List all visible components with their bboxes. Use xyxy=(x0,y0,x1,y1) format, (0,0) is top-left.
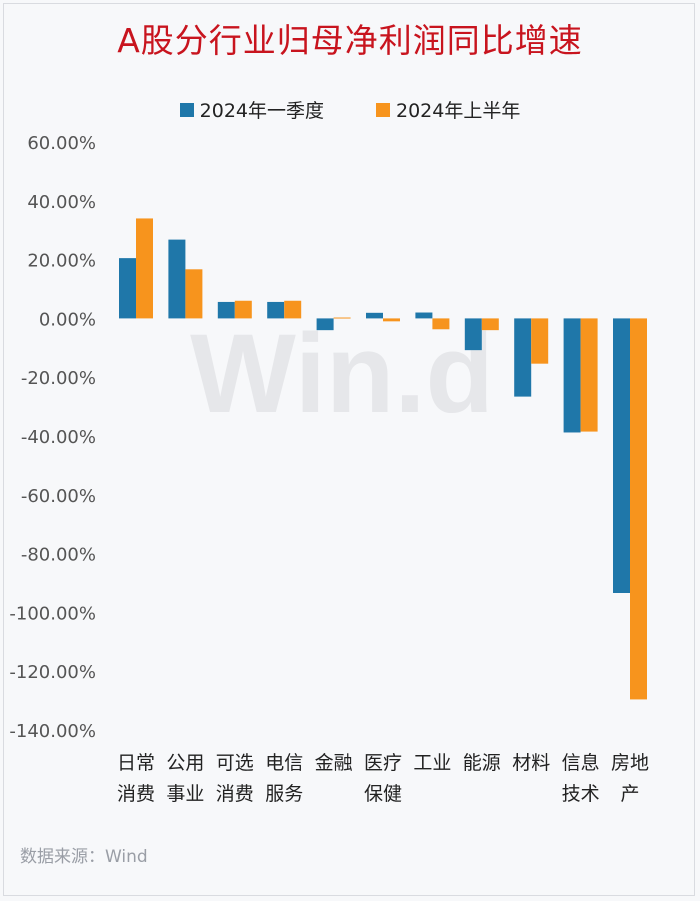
bar-series-2 xyxy=(383,318,400,322)
x-tick-label: 材料 xyxy=(512,752,550,774)
x-tick-label: 可选 xyxy=(216,752,254,774)
bar-series-1 xyxy=(119,258,136,319)
x-tick-label: 产 xyxy=(620,783,639,805)
x-tick-label: 技术 xyxy=(562,783,600,805)
legend-item-series-2: 2024年上半年 xyxy=(376,96,520,123)
y-tick-label: -40.00% xyxy=(21,427,96,448)
bar-series-2 xyxy=(333,317,351,319)
bar-series-2 xyxy=(630,318,647,700)
x-tick-label: 电信 xyxy=(265,752,303,774)
x-tick-label: 工业 xyxy=(413,752,451,774)
chart-title: A股分行业归母净利润同比增速 xyxy=(117,21,583,60)
bar-series-1 xyxy=(563,318,581,433)
bar-series-2 xyxy=(531,318,549,364)
y-tick-label: -80.00% xyxy=(21,545,96,566)
legend-swatch-series-2 xyxy=(376,102,390,117)
x-tick-label: 公用 xyxy=(166,752,204,774)
y-tick-label: 0.00% xyxy=(39,309,96,330)
source-note: 数据来源：Wind xyxy=(20,847,148,867)
bar-series-1 xyxy=(366,312,383,319)
y-tick-label: 20.00% xyxy=(27,251,96,272)
x-tick-label: 消费 xyxy=(117,783,155,805)
bar-series-2 xyxy=(481,318,499,331)
bar-series-1 xyxy=(514,318,532,397)
y-axis: 60.00% 40.00% 20.00% 0.00% -20.00% -40.00% -60… xyxy=(9,133,96,742)
bar-series-2 xyxy=(234,300,252,319)
x-tick-label: 消费 xyxy=(216,783,254,805)
y-tick-label: -100.00% xyxy=(9,603,96,624)
bar-series-1 xyxy=(316,318,334,331)
y-tick-label: -120.00% xyxy=(9,662,96,683)
bar-series-1 xyxy=(217,301,235,319)
legend-label-series-2: 2024年上半年 xyxy=(396,100,521,122)
bar-series-2 xyxy=(136,218,153,319)
bar-series-2 xyxy=(185,269,203,319)
x-tick-label: 日常 xyxy=(117,752,155,774)
x-tick-label: 服务 xyxy=(265,783,303,805)
bar-series-1 xyxy=(267,301,285,319)
x-tick-label: 事业 xyxy=(166,783,204,805)
x-tick-label: 信息 xyxy=(562,752,600,774)
x-tick-label: 保健 xyxy=(364,783,402,805)
bars xyxy=(119,218,647,700)
y-tick-label: 60.00% xyxy=(27,133,96,154)
bar-series-2 xyxy=(432,318,450,330)
legend-label-series-1: 2024年一季度 xyxy=(199,100,324,122)
legend: 2024年一季度 2024年上半年 xyxy=(0,96,700,123)
y-tick-label: -140.00% xyxy=(9,721,96,742)
x-tick-label: 金融 xyxy=(315,752,353,774)
x-tick-label: 医疗 xyxy=(364,752,402,774)
y-tick-label: -20.00% xyxy=(21,368,96,389)
bar-series-1 xyxy=(168,239,186,319)
x-tick-label: 房地 xyxy=(611,752,649,774)
legend-swatch-series-1 xyxy=(179,102,194,117)
y-tick-label: -60.00% xyxy=(21,486,96,507)
bar-series-1 xyxy=(415,312,433,319)
bar-series-2 xyxy=(284,300,302,319)
bar-series-1 xyxy=(464,318,482,351)
bar-series-2 xyxy=(580,318,598,432)
watermark: Win.d xyxy=(190,311,494,436)
y-tick-label: 40.00% xyxy=(27,192,96,213)
chart-frame xyxy=(3,3,695,896)
legend-item-series-1: 2024年一季度 xyxy=(179,96,324,123)
x-tick-label: 能源 xyxy=(463,752,501,774)
bar-series-1 xyxy=(613,318,630,593)
